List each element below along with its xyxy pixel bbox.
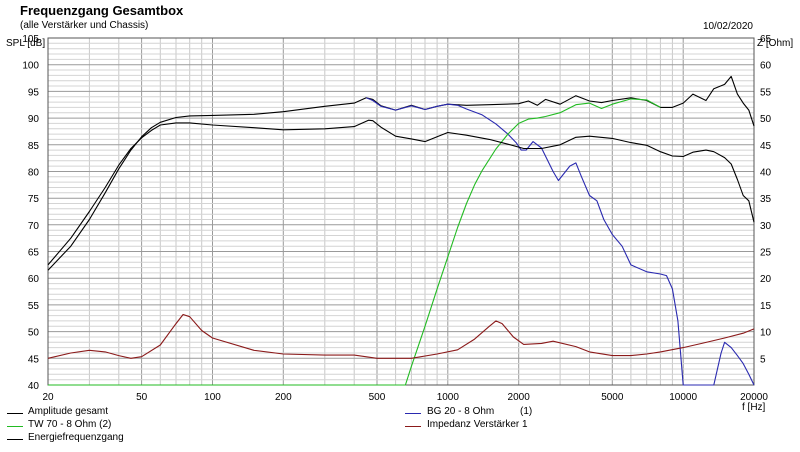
legend-swatch-bg20 xyxy=(405,413,421,414)
y-tick-label: 50 xyxy=(28,328,40,339)
y2-tick-label: 35 xyxy=(760,194,772,205)
legend-swatch-energy xyxy=(7,439,23,440)
x-tick-label: 20 xyxy=(42,392,54,403)
y2-tick-label: 30 xyxy=(760,221,772,232)
x-tick-label: 10000 xyxy=(669,392,697,403)
y2-tick-label: 45 xyxy=(760,141,772,152)
y2-tick-label: 25 xyxy=(760,248,772,259)
y2-tick-label: 55 xyxy=(760,87,772,98)
x-tick-label: 200 xyxy=(275,392,292,403)
legend-label-bg20: BG 20 - 8 Ohm xyxy=(427,406,495,417)
y2-tick-label: 15 xyxy=(760,301,772,312)
y-tick-label: 75 xyxy=(28,194,40,205)
y-tick-label: 40 xyxy=(28,381,40,392)
y-tick-label: 45 xyxy=(28,354,40,365)
x-tick-label: 20000 xyxy=(740,392,768,403)
y-tick-label: 55 xyxy=(28,301,40,312)
series-line-tw-70-8-ohm xyxy=(48,98,661,386)
legend-swatch-amplitude xyxy=(7,413,23,414)
plot-frame xyxy=(47,37,755,386)
legend-label-impedance: Impedanz Verstärker 1 xyxy=(427,419,528,430)
x-axis-unit: f [Hz] xyxy=(742,402,766,413)
x-tick-label: 2000 xyxy=(508,392,531,403)
y2-tick-label: 10 xyxy=(760,328,772,339)
x-tick-label: 5000 xyxy=(601,392,624,403)
y2-tick-label: 60 xyxy=(760,61,772,72)
series-line-amplitude-gesamt xyxy=(47,75,755,271)
chart-date: 10/02/2020 xyxy=(702,21,753,32)
y-tick-label: 85 xyxy=(28,141,40,152)
y2-tick-label: 50 xyxy=(760,114,772,125)
chart-title: Frequenzgang Gesamtbox xyxy=(20,3,184,18)
left-axis-unit: SPL [dB] xyxy=(6,38,46,49)
x-tick-label: 50 xyxy=(136,392,148,403)
y-tick-label: 95 xyxy=(28,87,40,98)
legend-number-bg20: (1) xyxy=(520,406,533,417)
y-tick-label: 90 xyxy=(28,114,40,125)
legend-label-tw70: TW 70 - 8 Ohm (2) xyxy=(28,419,112,430)
legend-swatch-impedance xyxy=(405,426,421,427)
chart-subtitle: (alle Verstärker und Chassis) xyxy=(20,20,149,31)
series-line-bg-20-8-ohm xyxy=(365,97,755,386)
y-tick-label: 100 xyxy=(22,61,39,72)
y2-tick-label: 40 xyxy=(760,167,772,178)
legend-label-energy: Energiefrequenzgang xyxy=(28,432,124,443)
y-tick-label: 60 xyxy=(28,274,40,285)
y-tick-label: 70 xyxy=(28,221,40,232)
x-tick-label: 1000 xyxy=(437,392,460,403)
y-tick-label: 65 xyxy=(28,248,40,259)
y-tick-label: 80 xyxy=(28,167,40,178)
series-line-energiefrequenzgang xyxy=(47,119,755,266)
right-axis-unit: Z [Ohm] xyxy=(757,38,794,49)
y2-tick-label: 5 xyxy=(760,354,766,365)
y2-tick-label: 20 xyxy=(760,274,772,285)
y2-tick-label: 65 xyxy=(760,34,772,45)
legend-swatch-tw70 xyxy=(7,426,23,427)
series-line-impedanz-verst-rker-1 xyxy=(47,313,755,359)
legend-label-amplitude: Amplitude gesamt xyxy=(28,406,109,417)
x-tick-label: 500 xyxy=(369,392,386,403)
x-tick-label: 100 xyxy=(204,392,221,403)
y-tick-label: 105 xyxy=(22,34,39,45)
grid xyxy=(47,37,755,386)
